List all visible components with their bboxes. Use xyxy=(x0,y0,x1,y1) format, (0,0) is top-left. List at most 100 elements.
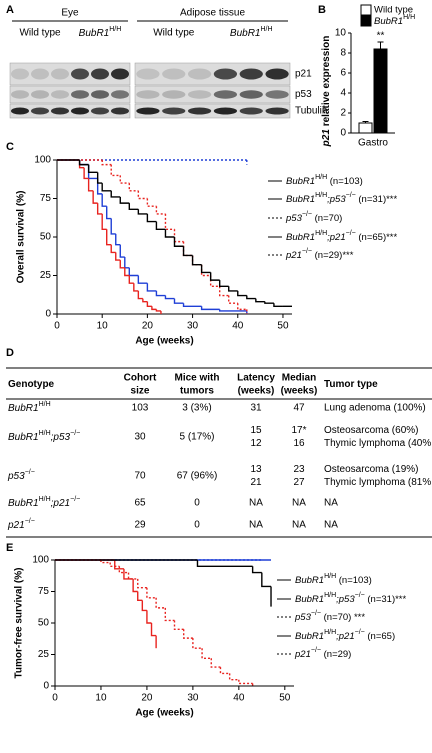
table-cell: Thymic lymphoma (81% xyxy=(324,477,431,488)
table-cell: Mice with xyxy=(174,373,219,384)
text-segment: BubR1 xyxy=(295,575,324,586)
survival-step xyxy=(152,623,157,636)
table-cell: 70 xyxy=(134,471,146,482)
survival-step xyxy=(138,209,147,214)
survival-step xyxy=(111,219,116,234)
blot-band xyxy=(265,108,288,115)
survival-step xyxy=(274,303,283,306)
survival-step xyxy=(197,560,252,566)
text-segment: ;p21 xyxy=(336,631,355,642)
blot-band xyxy=(91,108,109,115)
text-segment: p53 xyxy=(294,612,312,623)
survival-step xyxy=(193,255,202,264)
y-axis-label: Tumor-free survival (%) xyxy=(14,568,25,679)
survival-step xyxy=(238,303,247,309)
y-tick-label: 4 xyxy=(340,88,346,99)
table-cell: 65 xyxy=(134,498,146,509)
y-tick-label: 100 xyxy=(32,555,49,566)
blot-band xyxy=(91,69,109,80)
x-tick-label: 40 xyxy=(232,321,244,332)
bar xyxy=(359,123,372,133)
text-segment: (n=70) *** xyxy=(321,612,365,623)
survival-step xyxy=(125,257,130,268)
table-cell: NA xyxy=(324,498,338,509)
y-tick-label: 50 xyxy=(38,618,50,629)
blot-band xyxy=(91,90,109,99)
x-axis-label: Age (weeks) xyxy=(135,708,193,719)
legend-label: p53−/− (n=70) *** xyxy=(294,610,365,622)
y-tick-label: 0 xyxy=(45,309,51,320)
text-segment: (n=65)*** xyxy=(356,232,398,243)
text-segment: H/H xyxy=(324,573,336,580)
blot-band xyxy=(11,90,29,99)
table-cell: Genotype xyxy=(8,379,55,390)
blot-band xyxy=(11,108,29,115)
protein-label: p53 xyxy=(295,89,312,100)
text-segment: H/H xyxy=(39,496,51,503)
legend-label: BubR1H/H;p53−/− (n=31)*** xyxy=(286,192,398,204)
survival-step xyxy=(111,165,120,176)
table-cell: (weeks) xyxy=(238,386,275,397)
text-segment: (n=29)*** xyxy=(312,250,354,261)
tissue-label: Adipose tissue xyxy=(180,8,245,19)
survival-step xyxy=(202,265,211,276)
table-cell: NA xyxy=(324,520,338,531)
genotype-label: BubR1H/H xyxy=(79,26,122,38)
blot-band xyxy=(51,90,69,99)
text-segment: BubR1 xyxy=(295,594,324,605)
table-cell: p21−/− xyxy=(7,518,35,530)
text-segment: p21 xyxy=(7,520,25,531)
table-cell: 67 (96%) xyxy=(177,471,218,482)
survival-step xyxy=(89,165,98,173)
survival-step xyxy=(202,648,211,658)
panel-label: E xyxy=(6,542,13,554)
y-tick-label: 10 xyxy=(335,28,347,39)
survival-step xyxy=(120,197,129,203)
survival-step xyxy=(165,608,174,621)
text-segment: (n=70) xyxy=(312,213,342,224)
survival-step xyxy=(165,296,174,299)
bar xyxy=(374,49,387,133)
text-segment: relative expression xyxy=(321,36,332,129)
survival-step xyxy=(211,658,220,667)
survival-step xyxy=(184,629,193,638)
table-cell: 12 xyxy=(250,438,262,449)
y-tick-label: 50 xyxy=(40,232,52,243)
survival-step xyxy=(152,306,157,309)
survival-step xyxy=(239,680,253,684)
legend-label: p21−/− (n=29)*** xyxy=(285,248,354,260)
tissue-label: Eye xyxy=(61,8,79,19)
text-segment: H/H xyxy=(39,430,51,437)
text-segment: H/H xyxy=(39,401,51,408)
survival-step xyxy=(129,268,138,276)
survival-step xyxy=(193,638,202,648)
text-segment: ;p53 xyxy=(51,432,71,443)
blot-band xyxy=(265,69,288,80)
x-tick-label: Gastro xyxy=(358,138,388,149)
text-segment: −/− xyxy=(70,430,80,437)
survival-step xyxy=(262,573,271,587)
text-segment: −/− xyxy=(25,518,35,525)
table-cell: 103 xyxy=(132,403,149,414)
text-segment: (n=29) xyxy=(321,649,351,660)
survival-step xyxy=(211,276,220,287)
survival-step xyxy=(202,265,211,273)
text-segment: BubR1 xyxy=(286,194,315,205)
table-cell: (weeks) xyxy=(281,386,318,397)
survival-step xyxy=(143,299,148,302)
survival-step xyxy=(138,191,147,199)
survival-step xyxy=(220,309,247,311)
legend-label: p53−/− (n=70) xyxy=(285,211,342,223)
blot-band xyxy=(188,108,211,115)
blot-band xyxy=(136,108,159,115)
text-segment: p21 xyxy=(294,649,311,660)
blot-band xyxy=(136,69,159,80)
y-tick-label: 75 xyxy=(40,193,52,204)
table-cell: BubR1H/H;p53−/− xyxy=(8,430,80,442)
legend-label: BubR1H/H xyxy=(374,14,415,26)
survival-step xyxy=(147,610,152,623)
survival-step xyxy=(116,234,121,245)
table-cell: NA xyxy=(292,498,306,509)
survival-step xyxy=(138,579,147,588)
survival-step xyxy=(265,302,274,304)
